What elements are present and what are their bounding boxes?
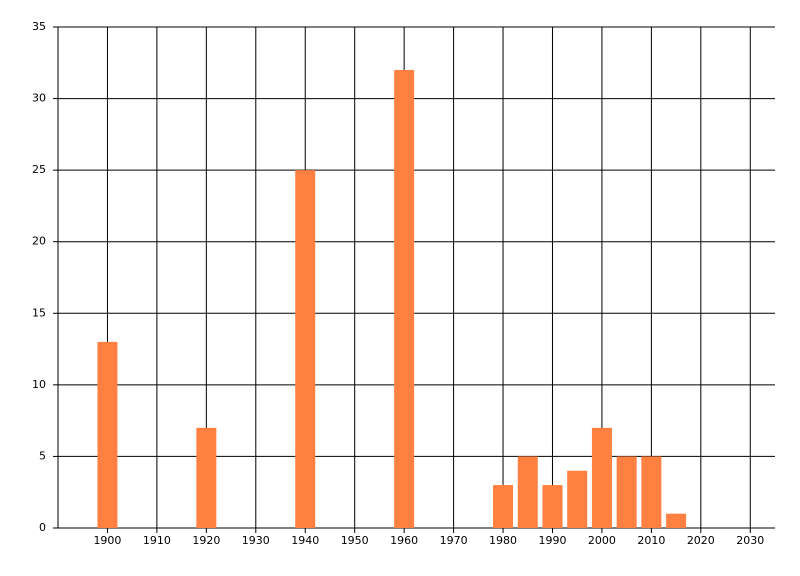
- bar: [591, 427, 612, 528]
- x-tick-label: 1990: [538, 534, 566, 547]
- x-tick-label: 1930: [242, 534, 270, 547]
- y-tick-label: 0: [39, 521, 46, 534]
- y-tick-label: 25: [32, 163, 46, 176]
- x-tick-label: 1980: [489, 534, 517, 547]
- y-tick-label: 30: [32, 92, 46, 105]
- x-tick-label: 2030: [736, 534, 764, 547]
- bar: [666, 513, 687, 528]
- bar: [295, 170, 316, 528]
- x-tick-label: 2020: [687, 534, 715, 547]
- x-tick-label: 1900: [93, 534, 121, 547]
- y-tick-label: 5: [39, 449, 46, 462]
- bar: [616, 456, 637, 528]
- x-tick-label: 1970: [440, 534, 468, 547]
- bar: [97, 341, 118, 528]
- x-tick-label: 1940: [291, 534, 319, 547]
- x-tick-label: 2010: [637, 534, 665, 547]
- bar: [493, 485, 514, 528]
- y-tick-label: 35: [32, 20, 46, 33]
- y-tick-label: 15: [32, 306, 46, 319]
- y-tick-label: 20: [32, 235, 46, 248]
- x-tick-label: 1960: [390, 534, 418, 547]
- bar: [196, 427, 217, 528]
- bar: [542, 485, 563, 528]
- x-tick-label: 1920: [192, 534, 220, 547]
- x-tick-label: 1910: [143, 534, 171, 547]
- bar: [517, 456, 538, 528]
- bar: [641, 456, 662, 528]
- x-tick-label: 1950: [341, 534, 369, 547]
- y-tick-label: 10: [32, 378, 46, 391]
- bar: [394, 69, 415, 528]
- bar: [567, 470, 588, 528]
- x-tick-label: 2000: [588, 534, 616, 547]
